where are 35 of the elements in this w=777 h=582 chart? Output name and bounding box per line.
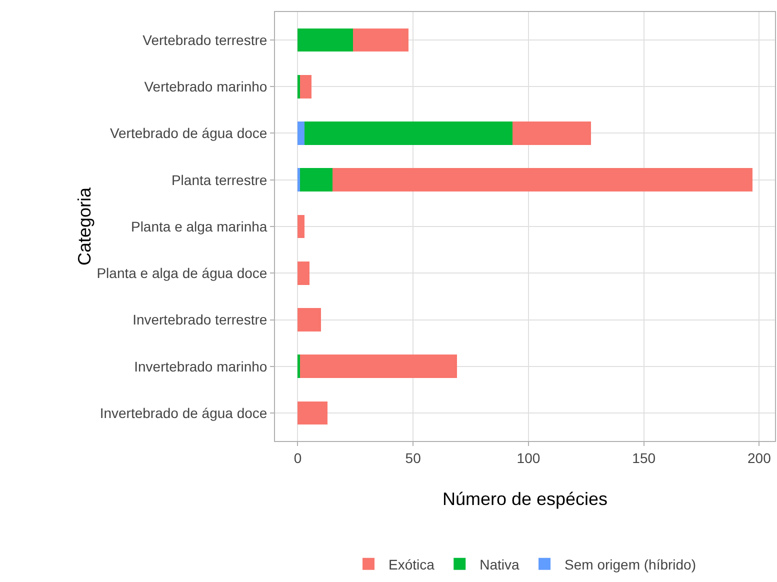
bar	[300, 354, 457, 378]
bar	[512, 122, 591, 145]
bar	[353, 28, 408, 52]
bar	[300, 74, 312, 98]
y-tick-label: Vertebrado marinho	[144, 78, 268, 95]
y-tick-label: Planta terrestre	[171, 172, 268, 188]
bar	[298, 28, 354, 52]
bar	[298, 354, 300, 378]
y-tick-label: Invertebrado marinho	[134, 358, 268, 374]
bar	[300, 168, 332, 192]
x-tick-label: 0	[294, 450, 302, 466]
x-tick-label: 150	[632, 450, 656, 466]
y-tick-label: Planta e alga marinha	[130, 218, 268, 234]
bar	[298, 74, 300, 98]
y-tick-label: Invertebrado de água doce	[100, 404, 268, 421]
legend-label: Sem origem (híbrido)	[564, 556, 696, 572]
bar	[304, 122, 512, 145]
x-axis-title: Número de espécies	[442, 489, 608, 509]
bar	[298, 401, 328, 425]
y-tick-label: Planta e alga de água doce	[96, 265, 268, 282]
bar	[298, 122, 305, 145]
bar	[298, 214, 305, 238]
y-tick-label: Invertebrado terrestre	[132, 312, 268, 328]
y-tick-label: Vertebrado de água doce	[110, 125, 268, 142]
bar	[298, 168, 300, 192]
bar	[332, 168, 752, 192]
x-tick-label: 100	[516, 450, 540, 466]
bar	[298, 261, 310, 285]
y-axis-title: Categoria	[74, 186, 95, 266]
y-tick-label: Vertebrado terrestre	[142, 32, 268, 48]
legend-label: Exótica	[388, 556, 435, 572]
bar	[298, 308, 321, 332]
legend-label: Nativa	[480, 556, 520, 572]
x-tick-label: 50	[405, 450, 422, 466]
x-tick-label: 200	[748, 450, 772, 466]
